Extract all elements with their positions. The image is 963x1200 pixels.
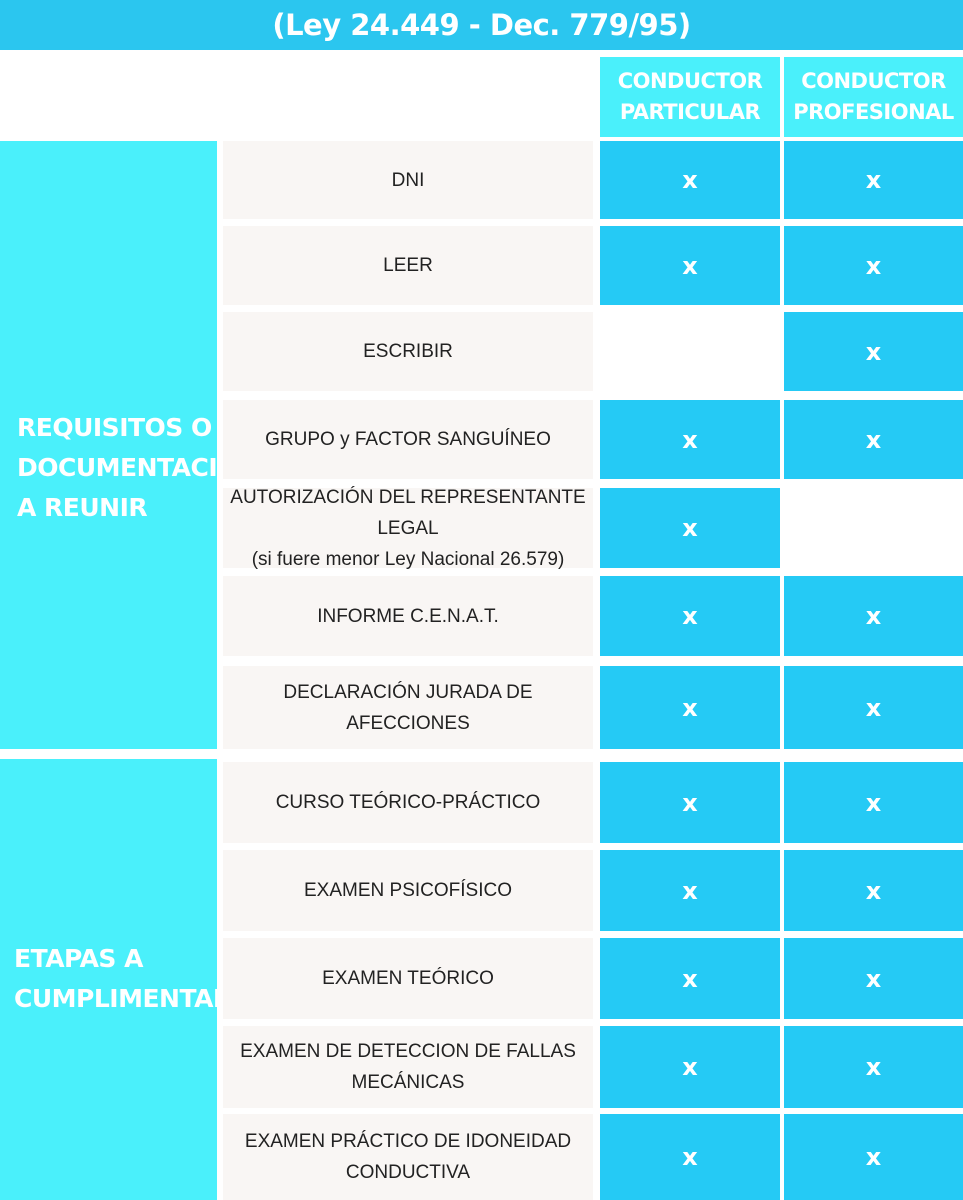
mark-cell-profesional bbox=[784, 488, 963, 568]
mark-cell-profesional: x bbox=[784, 850, 963, 931]
mark-cell-profesional: x bbox=[784, 312, 963, 391]
section-label-requisitos: REQUISITOS O DOCUMENTACIÓN A REUNIR bbox=[17, 413, 259, 522]
mark-cell-profesional: x bbox=[784, 1026, 963, 1108]
mark-cell-profesional: x bbox=[784, 226, 963, 305]
title-bar: (Ley 24.449 - Dec. 779/95) bbox=[0, 0, 963, 50]
row-label: EXAMEN DE DETECCION DE FALLAS MECÁNICAS bbox=[223, 1026, 593, 1108]
row-label: CURSO TEÓRICO-PRÁCTICO bbox=[223, 762, 593, 843]
row-label: EXAMEN TEÓRICO bbox=[223, 938, 593, 1019]
mark-cell-profesional: x bbox=[784, 762, 963, 843]
mark-cell-particular: x bbox=[600, 226, 780, 305]
mark-cell-particular: x bbox=[600, 850, 780, 931]
mark-cell-profesional: x bbox=[784, 1114, 963, 1200]
row-label: DNI bbox=[223, 141, 593, 219]
row-label: ESCRIBIR bbox=[223, 312, 593, 391]
section-etapas: ETAPAS A CUMPLIMENTAR bbox=[0, 759, 232, 1200]
mark-cell-particular: x bbox=[600, 576, 780, 656]
row-label: GRUPO y FACTOR SANGUÍNEO bbox=[223, 400, 593, 479]
row-label: DECLARACIÓN JURADA DE AFECCIONES bbox=[223, 666, 593, 749]
mark-cell-particular: x bbox=[600, 488, 780, 568]
section-requisitos: REQUISITOS O DOCUMENTACIÓN A REUNIR bbox=[0, 141, 259, 749]
column-header-particular: CONDUCTOR PARTICULAR bbox=[600, 57, 780, 137]
mark-cell-particular: x bbox=[600, 938, 780, 1019]
row-label: EXAMEN PSICOFÍSICO bbox=[223, 850, 593, 931]
row-label: INFORME C.E.N.A.T. bbox=[223, 576, 593, 656]
mark-cell-profesional: x bbox=[784, 141, 963, 219]
row-label: AUTORIZACIÓN DEL REPRESENTANTE LEGAL (si… bbox=[223, 487, 593, 570]
mark-cell-profesional: x bbox=[784, 576, 963, 656]
mark-cell-particular: x bbox=[600, 400, 780, 479]
section-label-etapas: ETAPAS A CUMPLIMENTAR bbox=[14, 944, 232, 1013]
mark-cell-particular: x bbox=[600, 1026, 780, 1108]
row-label: EXAMEN PRÁCTICO DE IDONEIDAD CONDUCTIVA bbox=[223, 1114, 593, 1200]
mark-cell-particular: x bbox=[600, 141, 780, 219]
page-title: (Ley 24.449 - Dec. 779/95) bbox=[272, 8, 691, 42]
column-header-profesional: CONDUCTOR PROFESIONAL bbox=[784, 57, 963, 137]
mark-cell-profesional: x bbox=[784, 666, 963, 749]
mark-cell-particular: x bbox=[600, 1114, 780, 1200]
mark-cell-particular: x bbox=[600, 762, 780, 843]
row-label: LEER bbox=[223, 226, 593, 305]
mark-cell-particular bbox=[600, 312, 780, 391]
mark-cell-particular: x bbox=[600, 666, 780, 749]
mark-cell-profesional: x bbox=[784, 400, 963, 479]
mark-cell-profesional: x bbox=[784, 938, 963, 1019]
